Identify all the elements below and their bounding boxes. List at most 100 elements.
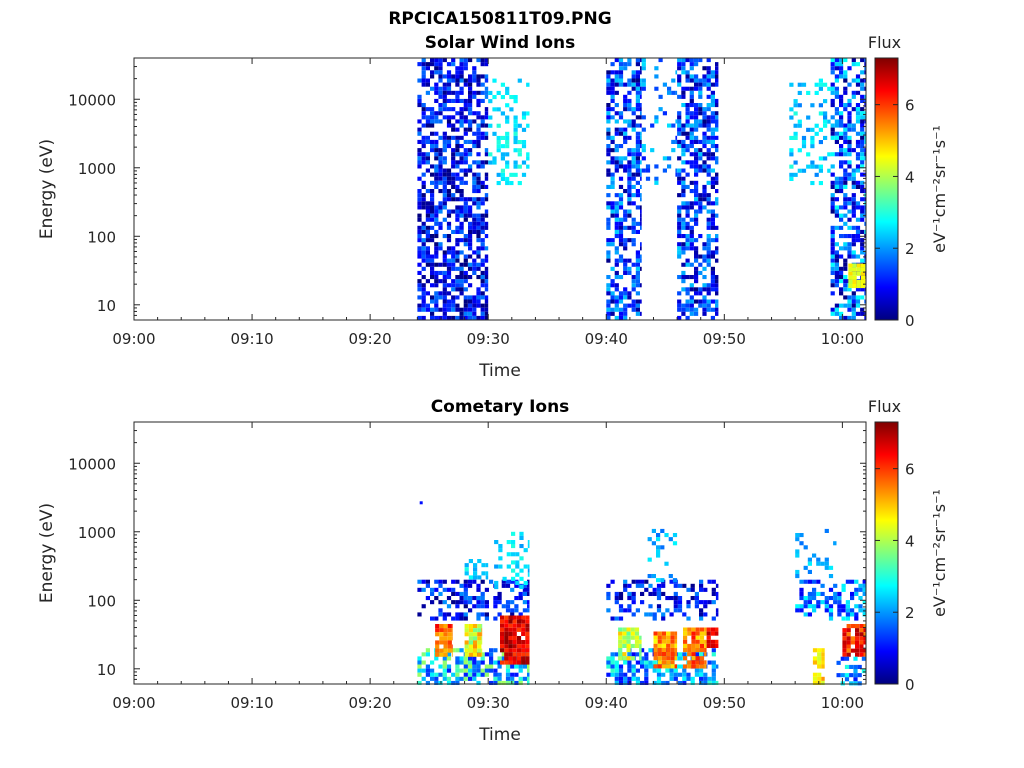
heatmap-cell: [505, 583, 511, 588]
heatmap-cell: [851, 197, 856, 202]
heatmap-cell: [606, 135, 611, 140]
heatmap-cell: [686, 672, 691, 677]
heatmap-cell: [618, 680, 624, 685]
heatmap-cell: [468, 559, 473, 564]
heatmap-cell: [512, 619, 517, 624]
heatmap-cell: [864, 148, 866, 153]
heatmap-cell: [421, 668, 426, 673]
heatmap-cell: [451, 636, 453, 641]
heatmap-cell: [698, 58, 703, 63]
heatmap-cell: [635, 229, 640, 234]
heatmap-cell: [442, 168, 447, 173]
heatmap-cell: [698, 78, 703, 83]
heatmap-cell: [606, 238, 611, 243]
heatmap-cell: [459, 86, 464, 91]
heatmap-cell: [681, 262, 686, 267]
heatmap-cell: [715, 144, 719, 149]
heatmap-cell: [468, 123, 473, 128]
heatmap-cell: [623, 295, 628, 300]
heatmap-cell: [846, 640, 851, 645]
heatmap-cell: [618, 74, 624, 79]
heatmap-cell: [677, 205, 682, 210]
heatmap-cell: [512, 640, 517, 645]
heatmap-cell: [631, 201, 636, 206]
x-tick-label: 09:40: [585, 694, 628, 712]
heatmap-cell: [623, 246, 628, 251]
heatmap-cell: [694, 299, 699, 304]
heatmap-cell: [818, 140, 823, 145]
heatmap-cell: [673, 668, 678, 673]
heatmap-cell: [855, 139, 861, 144]
heatmap-cell: [459, 660, 464, 665]
colorbar-units: eV⁻¹cm⁻²sr⁻¹s⁻¹: [930, 125, 949, 253]
heatmap-cell: [855, 201, 861, 206]
heatmap-cell: [451, 262, 456, 267]
heatmap-cell: [685, 221, 690, 226]
heatmap-cell: [830, 205, 835, 210]
heatmap-cell: [472, 676, 477, 681]
heatmap-cell: [675, 172, 678, 177]
heatmap-cell: [527, 568, 530, 573]
heatmap-cell: [704, 652, 707, 657]
heatmap-cell: [850, 624, 855, 629]
heatmap-cell: [484, 131, 489, 136]
heatmap-cell: [476, 299, 481, 304]
heatmap-cell: [635, 303, 640, 308]
heatmap-cell: [614, 70, 619, 75]
heatmap-cell: [438, 189, 443, 194]
heatmap-cell: [661, 680, 666, 685]
heatmap-cell: [442, 262, 447, 267]
heatmap-cell: [438, 135, 443, 140]
heatmap-cell: [710, 209, 715, 214]
heatmap-cell: [430, 254, 435, 259]
heatmap-cell: [653, 639, 658, 644]
heatmap-cell: [816, 591, 821, 596]
heatmap-cell: [806, 152, 811, 157]
heatmap-cell: [847, 217, 852, 222]
heatmap-cell: [455, 254, 460, 259]
heatmap-cell: [694, 62, 699, 67]
heatmap-cell: [640, 648, 645, 653]
heatmap-cell: [480, 197, 485, 202]
heatmap-cell: [480, 62, 485, 67]
heatmap-cell: [623, 131, 628, 136]
heatmap-cell: [702, 246, 707, 251]
heatmap-cell: [451, 591, 456, 596]
heatmap-cell: [476, 604, 481, 609]
heatmap-cell: [494, 564, 499, 569]
heatmap-cell: [421, 156, 426, 161]
heatmap-cell: [691, 643, 696, 648]
heatmap-cell: [505, 664, 511, 669]
heatmap-cell: [476, 254, 481, 259]
heatmap-cell: [851, 123, 856, 128]
heatmap-cell: [816, 557, 821, 562]
heatmap-cell: [627, 103, 632, 108]
heatmap-cell: [715, 176, 719, 181]
heatmap-cell: [464, 563, 469, 568]
heatmap-cell: [834, 139, 839, 144]
heatmap-cell: [648, 604, 653, 609]
heatmap-cell: [505, 579, 511, 584]
heatmap-cell: [656, 672, 662, 677]
heatmap-cell: [691, 648, 696, 653]
heatmap-cell: [694, 596, 699, 601]
heatmap-cell: [698, 299, 703, 304]
heatmap-cell: [463, 62, 468, 67]
heatmap-cell: [706, 221, 711, 226]
heatmap-cell: [442, 270, 447, 275]
x-tick-label: 10:00: [821, 330, 864, 348]
heatmap-cell: [657, 660, 662, 665]
heatmap-cell: [711, 676, 716, 681]
heatmap-cell: [618, 668, 624, 673]
heatmap-cell: [447, 632, 452, 637]
heatmap-cell: [855, 303, 861, 308]
heatmap-cell: [864, 131, 866, 136]
heatmap-cell: [463, 587, 468, 592]
heatmap-cell: [455, 98, 460, 103]
x-tick-label: 09:30: [467, 694, 510, 712]
heatmap-cell: [455, 184, 460, 189]
heatmap-cell: [627, 668, 632, 673]
heatmap-cell: [610, 209, 615, 214]
heatmap-cell: [484, 600, 489, 605]
